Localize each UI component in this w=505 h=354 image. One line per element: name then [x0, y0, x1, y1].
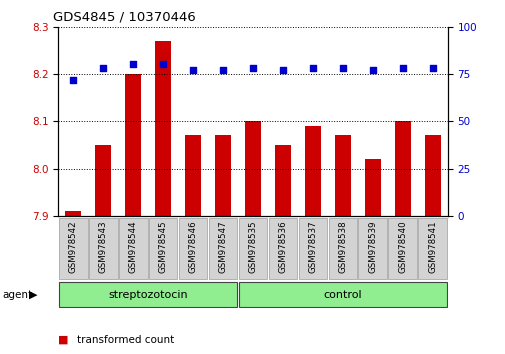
Bar: [364, 159, 380, 216]
Text: GDS4845 / 10370446: GDS4845 / 10370446: [53, 11, 195, 24]
Bar: [184, 136, 201, 216]
Bar: [95, 145, 111, 216]
Bar: [244, 121, 261, 216]
Text: agent: agent: [3, 290, 33, 300]
FancyBboxPatch shape: [388, 218, 417, 279]
Point: [159, 62, 167, 67]
Text: control: control: [323, 290, 362, 300]
Point: [248, 65, 257, 71]
Text: GSM978538: GSM978538: [338, 221, 347, 273]
Bar: [65, 211, 81, 216]
Text: GSM978539: GSM978539: [368, 221, 377, 273]
Point: [428, 65, 436, 71]
Bar: [394, 121, 410, 216]
Bar: [155, 41, 171, 216]
Point: [129, 62, 137, 67]
FancyBboxPatch shape: [88, 218, 117, 279]
Point: [368, 67, 376, 73]
Text: GSM978540: GSM978540: [397, 221, 407, 273]
Point: [189, 67, 197, 73]
Bar: [125, 74, 141, 216]
Text: GSM978541: GSM978541: [427, 221, 436, 273]
Text: GSM978543: GSM978543: [98, 221, 108, 273]
FancyBboxPatch shape: [59, 218, 87, 279]
FancyBboxPatch shape: [358, 218, 386, 279]
FancyBboxPatch shape: [178, 218, 207, 279]
FancyBboxPatch shape: [119, 218, 147, 279]
Point: [398, 65, 406, 71]
Text: GSM978544: GSM978544: [128, 221, 137, 273]
Text: GSM978545: GSM978545: [158, 221, 167, 273]
Point: [99, 65, 107, 71]
Bar: [214, 136, 231, 216]
Bar: [304, 126, 321, 216]
Text: ▶: ▶: [29, 290, 38, 300]
Point: [69, 77, 77, 82]
Text: transformed count: transformed count: [77, 335, 174, 345]
Point: [308, 65, 316, 71]
FancyBboxPatch shape: [268, 218, 297, 279]
Text: GSM978536: GSM978536: [278, 221, 287, 273]
Bar: [424, 136, 440, 216]
FancyBboxPatch shape: [298, 218, 327, 279]
FancyBboxPatch shape: [59, 282, 237, 307]
FancyBboxPatch shape: [328, 218, 357, 279]
Point: [338, 65, 346, 71]
Text: ■: ■: [58, 335, 69, 345]
Text: GSM978537: GSM978537: [308, 221, 317, 273]
FancyBboxPatch shape: [238, 218, 267, 279]
FancyBboxPatch shape: [238, 282, 446, 307]
FancyBboxPatch shape: [208, 218, 237, 279]
Text: GSM978547: GSM978547: [218, 221, 227, 273]
Text: GSM978546: GSM978546: [188, 221, 197, 273]
Bar: [334, 136, 350, 216]
Text: GSM978542: GSM978542: [69, 221, 78, 273]
Text: streptozotocin: streptozotocin: [108, 290, 187, 300]
FancyBboxPatch shape: [418, 218, 446, 279]
Text: GSM978535: GSM978535: [248, 221, 257, 273]
Point: [278, 67, 286, 73]
Point: [219, 67, 227, 73]
FancyBboxPatch shape: [148, 218, 177, 279]
Bar: [274, 145, 291, 216]
